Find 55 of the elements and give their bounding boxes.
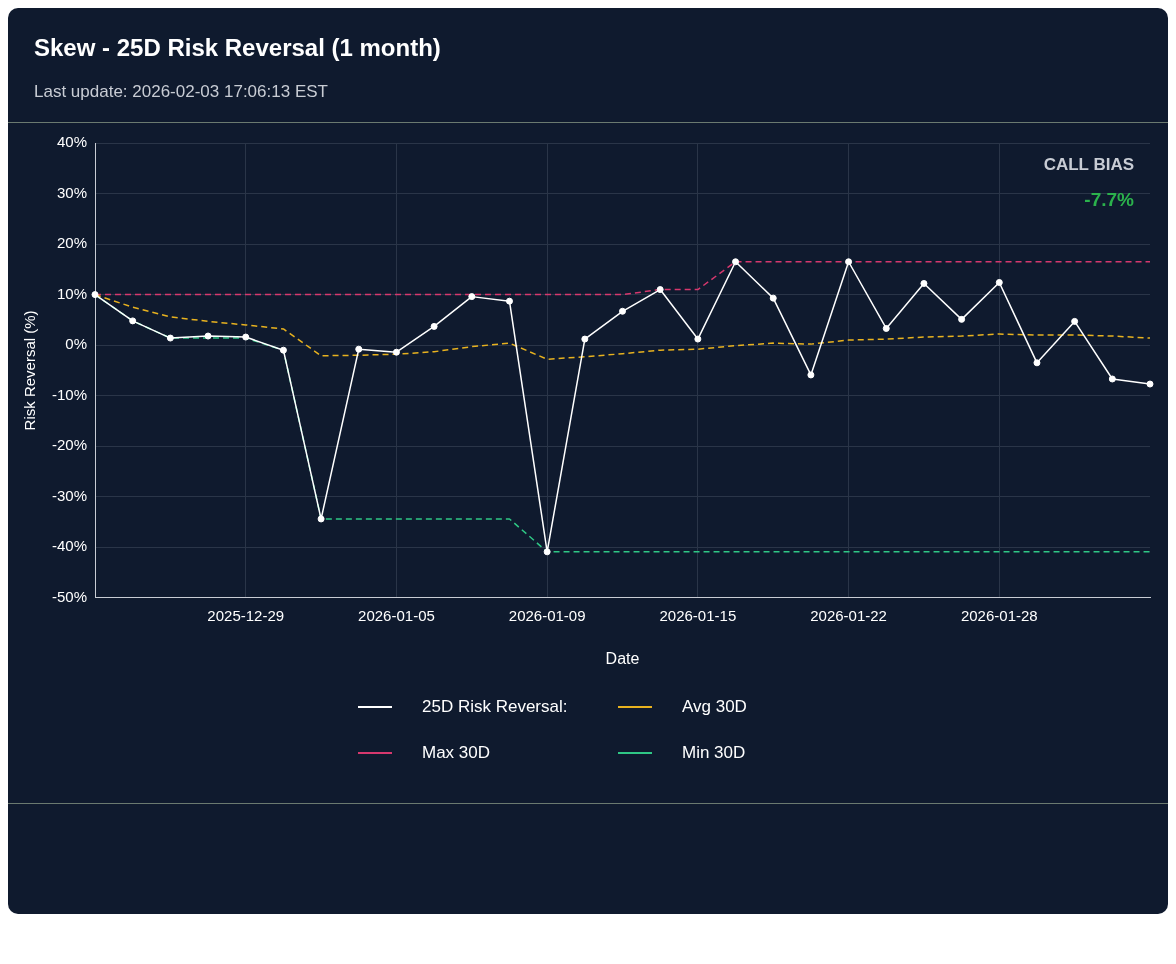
point [581,335,589,343]
point [279,346,287,354]
point [392,348,400,356]
point [882,324,890,332]
point [1033,359,1041,367]
point [1108,375,1116,383]
point [204,332,212,340]
point [656,286,664,294]
point [769,294,777,302]
x-tick-label: 2026-01-05 [358,606,435,624]
legend-label: 25D Risk Reversal: [422,697,568,717]
point [1146,380,1154,388]
y-tick-label: 20% [56,234,88,252]
point [995,278,1003,286]
y-tick-label: 10% [56,284,88,302]
y-tick-label: 0% [65,335,88,353]
x-tick-label: 2026-01-09 [508,606,586,624]
point [91,291,99,299]
point [1071,317,1079,325]
point [958,315,966,323]
y-tick-label: -40% [51,537,88,555]
chart-subtitle: Last update: 2026-02-03 17:06:13 EST [34,82,329,102]
point [807,371,815,379]
x-tick-label: 2026-01-15 [659,606,737,624]
point [845,258,853,266]
point [166,334,174,342]
point [430,322,438,330]
y-tick-label: 30% [56,183,88,201]
point [920,279,928,287]
point [505,297,513,305]
point [543,548,551,556]
y-tick-label: 40% [56,133,88,151]
legend-label: Min 30D [682,743,746,763]
point [694,335,702,343]
point [355,345,363,353]
y-tick-label: -30% [51,486,88,504]
point [242,333,250,341]
x-tick-label: 2026-01-28 [960,606,1038,624]
y-tick-label: -20% [51,436,88,454]
y-tick-label: -50% [51,587,88,605]
annotation: -7.7% [1084,188,1135,210]
point [468,293,476,301]
legend-label: Max 30D [422,743,491,763]
x-axis-title: Date [605,649,640,667]
point [317,515,325,523]
legend-label: Avg 30D [682,697,747,717]
y-tick-label: -10% [51,385,88,403]
annotation: CALL BIAS [1043,155,1134,175]
point [732,258,740,266]
chart-title: Skew - 25D Risk Reversal (1 month) [34,34,442,62]
point [619,307,627,315]
x-tick-label: 2026-01-22 [810,606,887,624]
point [129,317,137,325]
x-tick-label: 2025-12-29 [207,606,285,624]
y-axis-title: Risk Reversal (%) [21,310,39,431]
